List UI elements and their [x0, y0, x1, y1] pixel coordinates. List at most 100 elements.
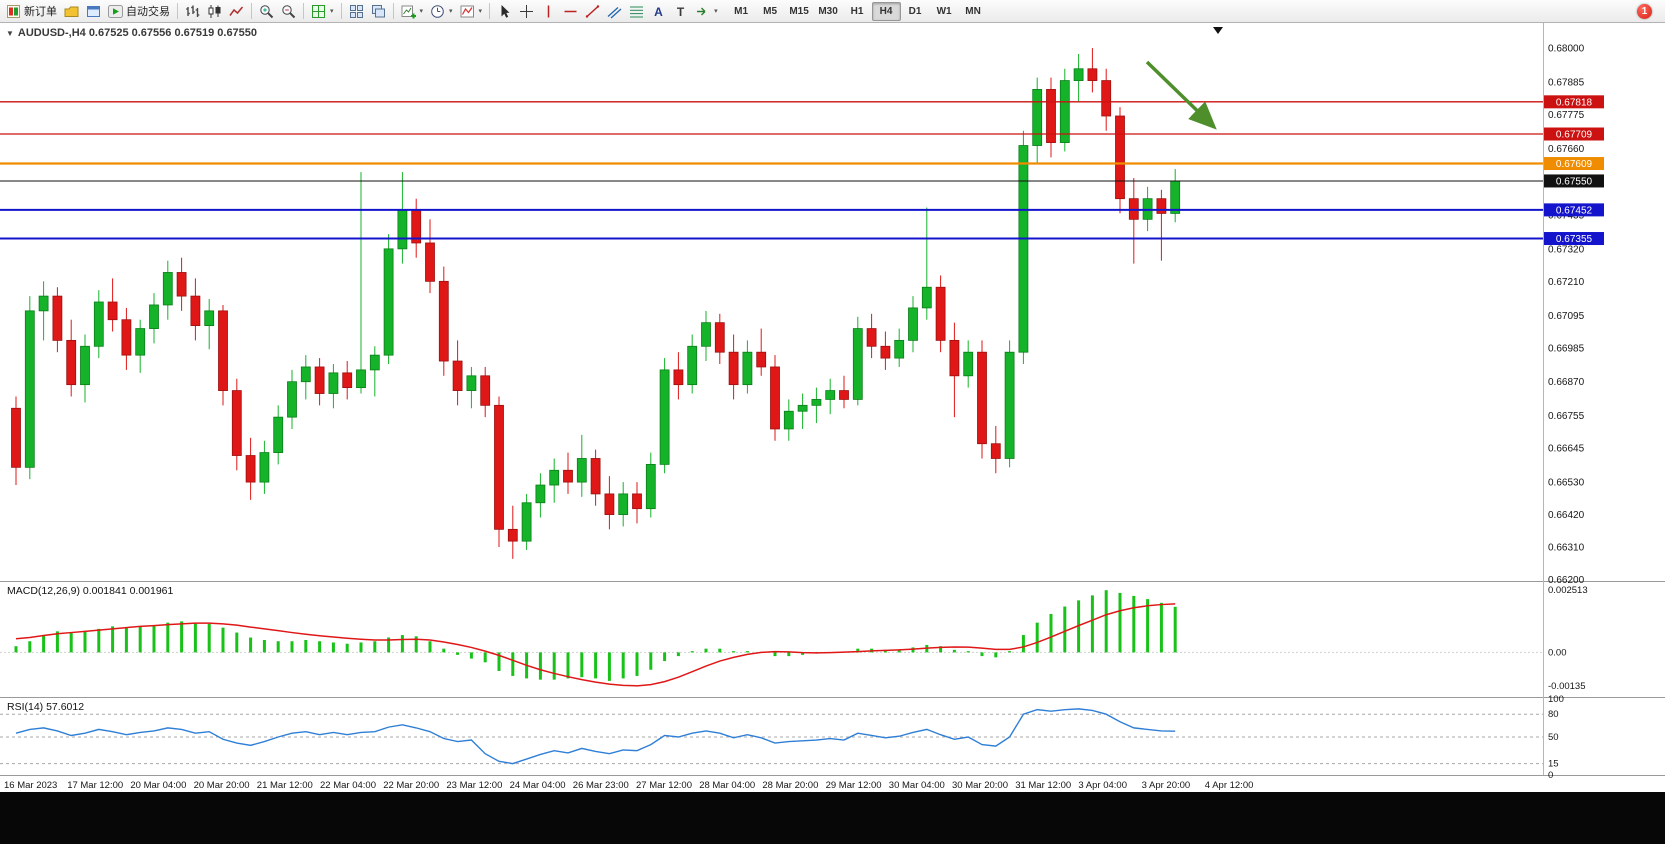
svg-text:3 Apr 04:00: 3 Apr 04:00: [1078, 780, 1127, 791]
timeframe-h1-button[interactable]: H1: [850, 5, 864, 17]
arrows-button[interactable]: ▾: [692, 2, 721, 21]
new-chart-button[interactable]: ▾: [398, 2, 427, 21]
macd-panel: 0.002513 0.00 -0.00135: [0, 585, 1588, 692]
price-tag: [1544, 174, 1604, 188]
caret-down-icon: ▾: [478, 8, 483, 15]
svg-text:0.67660: 0.67660: [1548, 144, 1585, 155]
text-a-icon: A: [651, 4, 666, 19]
notification-badge[interactable]: 1: [1637, 4, 1652, 19]
chart-region: 0.68000 0.67885 0.67775 0.67660 0.67550 0.674…: [0, 23, 1665, 792]
autotrade-icon: [108, 4, 123, 19]
svg-text:0.67818: 0.67818: [1556, 97, 1593, 108]
zoom-in-button[interactable]: [256, 2, 277, 21]
time-axis: 16 Mar 2023 17 Mar 12:00 20 Mar 04:00 20 Ma…: [4, 780, 1253, 791]
crosshair-button[interactable]: [516, 2, 537, 21]
svg-text:17 Mar 12:00: 17 Mar 12:00: [67, 780, 123, 791]
svg-text:20 Mar 20:00: 20 Mar 20:00: [194, 780, 250, 791]
svg-text:26 Mar 23:00: 26 Mar 23:00: [573, 780, 629, 791]
timeframe-w1-button[interactable]: W1: [936, 5, 952, 17]
channel-button[interactable]: [604, 2, 625, 21]
bars-icon: [185, 4, 200, 19]
svg-text:30 Mar 20:00: 30 Mar 20:00: [952, 780, 1008, 791]
trendline-icon: [585, 4, 600, 19]
zoom-out-button[interactable]: [278, 2, 299, 21]
svg-text:50: 50: [1548, 732, 1559, 743]
profile-icon: [64, 4, 79, 19]
horizontal-line-button[interactable]: [560, 2, 581, 21]
price-axis: 0.680000.678850.677750.676600.675500.674…: [1548, 44, 1585, 586]
order-icon: [6, 4, 21, 19]
svg-text:22 Mar 20:00: 22 Mar 20:00: [383, 780, 439, 791]
panel-separators: [0, 23, 1665, 776]
timeframe-h4-button[interactable]: H4: [871, 1, 901, 21]
toolbar-separator: [177, 3, 178, 19]
timeframe-m30-button[interactable]: M30: [818, 5, 838, 17]
price-tag: [1544, 157, 1604, 171]
svg-text:28 Mar 20:00: 28 Mar 20:00: [762, 780, 818, 791]
text-button[interactable]: A: [648, 2, 669, 21]
price-tag: [1544, 127, 1604, 141]
timeframe-m15-button[interactable]: M15: [789, 5, 809, 17]
new-chart-icon: [401, 4, 416, 19]
vertical-line-button[interactable]: [538, 2, 559, 21]
candle-chart-button[interactable]: [204, 2, 225, 21]
indicators-button[interactable]: ▾: [457, 2, 486, 21]
indicator-icon: [460, 4, 475, 19]
toolbar-separator: [340, 3, 342, 19]
svg-text:21 Mar 12:00: 21 Mar 12:00: [257, 780, 313, 791]
chart-shift-marker[interactable]: [1213, 27, 1223, 34]
svg-text:29 Mar 12:00: 29 Mar 12:00: [826, 780, 882, 791]
svg-text:0.66645: 0.66645: [1548, 444, 1585, 455]
tile-icon: [349, 4, 364, 19]
toolbar-separator: [489, 3, 491, 19]
svg-text:0.66985: 0.66985: [1548, 343, 1585, 354]
line-chart-button[interactable]: [226, 2, 247, 21]
svg-text:0.67210: 0.67210: [1548, 277, 1585, 288]
candlesticks: [11, 48, 1181, 559]
zoom-in-icon: [259, 4, 274, 19]
svg-text:27 Mar 12:00: 27 Mar 12:00: [636, 780, 692, 791]
annotation-arrow[interactable]: [1145, 60, 1217, 130]
svg-text:22 Mar 04:00: 22 Mar 04:00: [320, 780, 376, 791]
svg-text:0.00: 0.00: [1548, 647, 1567, 658]
svg-text:0.67609: 0.67609: [1556, 159, 1593, 170]
new-order-button[interactable]: 新订单: [3, 2, 60, 21]
grid-button[interactable]: ▾: [308, 2, 337, 21]
cascade-windows-button[interactable]: [368, 2, 389, 21]
autotrade-button[interactable]: 自动交易: [105, 2, 173, 21]
svg-text:4 Apr 12:00: 4 Apr 12:00: [1205, 780, 1254, 791]
horizontal-level-lines[interactable]: 0.67818 0.67709 0.67609 0.67550 0.67452 0.673…: [0, 95, 1604, 246]
tile-windows-button[interactable]: [346, 2, 367, 21]
svg-text:24 Mar 04:00: 24 Mar 04:00: [510, 780, 566, 791]
charts-profile-button[interactable]: [61, 2, 82, 21]
market-window-button[interactable]: [83, 2, 104, 21]
timeframe-m5-button[interactable]: M5: [763, 5, 778, 17]
fibo-icon: [629, 4, 644, 19]
text-t-icon: T: [673, 4, 688, 19]
bar-chart-button[interactable]: [182, 2, 203, 21]
zoom-out-icon: [281, 4, 296, 19]
trendline-button[interactable]: [582, 2, 603, 21]
cursor-button[interactable]: [494, 2, 515, 21]
fibonacci-button[interactable]: [626, 2, 647, 21]
cursor-icon: [497, 4, 512, 19]
caret-down-icon: ▾: [714, 8, 718, 15]
timeframe-bar: M1 M5 M15 M30 H1 H4 D1 W1 MN: [727, 1, 988, 21]
toolbar: 新订单 自动交易 ▾ ▾ ▾ ▾ A T ▾ M1 M5 M15 M30 H1 H4 D1 W1 MN: [0, 0, 1665, 23]
svg-text:23 Mar 12:00: 23 Mar 12:00: [446, 780, 502, 791]
price-chart-canvas[interactable]: 0.68000 0.67885 0.67775 0.67660 0.67550 0.674…: [0, 23, 1665, 792]
svg-text:0.67095: 0.67095: [1548, 311, 1585, 322]
bottom-black-bar: [0, 792, 1665, 844]
timeframe-d1-button[interactable]: D1: [908, 5, 922, 17]
period-button[interactable]: ▾: [427, 2, 456, 21]
caret-down-icon: ▾: [419, 8, 424, 15]
svg-text:0.67320: 0.67320: [1548, 244, 1585, 255]
timeframe-mn-button[interactable]: MN: [965, 5, 981, 17]
channel-icon: [607, 4, 622, 19]
label-button[interactable]: T: [670, 2, 691, 21]
timeframe-m1-button[interactable]: M1: [734, 5, 749, 17]
candles-icon: [207, 4, 222, 19]
caret-down-icon: ▾: [330, 8, 334, 15]
grid-icon: [311, 4, 326, 19]
